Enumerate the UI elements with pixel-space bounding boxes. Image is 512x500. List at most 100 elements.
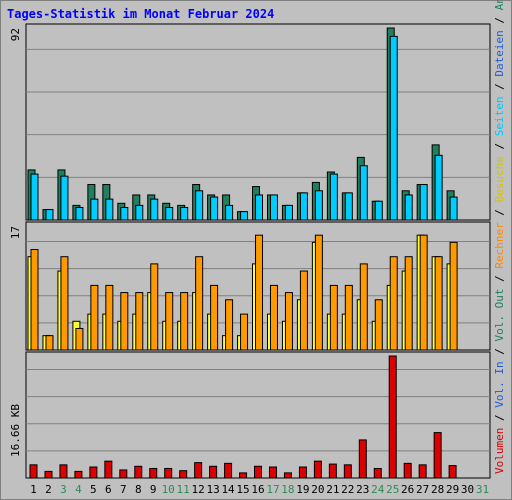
dateien-bar [105, 198, 114, 221]
dateien-bar [210, 196, 219, 221]
rechner-bar [299, 270, 308, 351]
side-legend: Volumen / Vol. In / Vol. Out / Rechner /… [493, 0, 506, 474]
rechner-bar [314, 234, 323, 351]
rechner-bar [434, 256, 443, 351]
volumen-bar [403, 462, 412, 479]
x-tick-label: 14 [221, 483, 235, 496]
x-tick-label: 6 [105, 483, 112, 496]
rechner-bar [90, 284, 99, 351]
rechner-bar [240, 313, 249, 351]
x-tick-label: 18 [281, 483, 294, 496]
dateien-bar [120, 206, 129, 221]
volumen-bar [239, 472, 248, 479]
side-legend-part: Vol. In [493, 361, 506, 407]
rechner-bar [329, 284, 338, 351]
x-tick-label: 22 [341, 483, 354, 496]
side-legend-part: Vol. Out [493, 289, 506, 342]
volumen-bar [209, 465, 218, 479]
x-tick-label: 11 [177, 483, 190, 496]
dateien-bar [30, 173, 39, 221]
x-tick-label: 29 [446, 483, 459, 496]
volumen-bar [373, 467, 382, 479]
x-tick-label: 3 [60, 483, 67, 496]
x-tick-label: 26 [401, 483, 414, 496]
side-legend-part: / [493, 342, 506, 362]
side-legend-part: / [493, 10, 506, 30]
rechner-bar [195, 256, 204, 351]
volumen-bar [164, 467, 173, 479]
dateien-bar [419, 184, 428, 221]
volumen-bar [74, 470, 83, 479]
volumen-bar [298, 466, 307, 479]
volumen-bar [104, 460, 113, 479]
volumen-bar [254, 465, 263, 479]
dateien-bar [60, 175, 69, 221]
volumen-bar [448, 465, 457, 479]
volumen-bar [119, 469, 128, 479]
x-tick-label: 23 [356, 483, 369, 496]
dateien-bar [449, 196, 458, 221]
x-tick-label: 19 [296, 483, 309, 496]
dateien-bar [284, 204, 293, 221]
dateien-bar [269, 194, 278, 221]
volumen-bar [179, 470, 188, 479]
rechner-bar [449, 241, 458, 351]
x-tick-label: 24 [371, 483, 385, 496]
dateien-bar [299, 192, 308, 221]
dateien-bar [404, 194, 413, 221]
x-tick-label: 16 [251, 483, 264, 496]
volumen-bar [313, 460, 322, 479]
y-max-label-2: 17 [9, 226, 22, 239]
y-max-label-3: 16.66 KB [9, 404, 22, 457]
volumen-bar [194, 462, 203, 479]
rechner-bar [105, 284, 114, 351]
volumen-bar [328, 463, 337, 479]
dateien-bar [329, 173, 338, 221]
rechner-bar [180, 292, 189, 351]
volumen-bar [224, 462, 233, 479]
rechner-bar [225, 299, 234, 351]
dateien-bar [389, 35, 398, 221]
side-legend-part: Rechner [493, 222, 506, 269]
x-tick-label: 17 [266, 483, 279, 496]
volumen-bar [59, 464, 68, 479]
rechner-bar [374, 299, 383, 351]
rechner-bar [120, 292, 129, 351]
rechner-bar [135, 292, 144, 351]
x-tick-label: 1 [30, 483, 37, 496]
rechner-bar [45, 335, 54, 351]
dateien-bar [240, 211, 249, 221]
dateien-bar [344, 192, 353, 221]
side-legend-part: / [493, 269, 506, 289]
dateien-bar [135, 204, 144, 221]
rechner-bar [75, 327, 84, 351]
side-legend-part: Volumen [493, 428, 506, 474]
x-tick-label: 7 [120, 483, 127, 496]
side-legend-part: / [493, 136, 506, 156]
rechner-bar [210, 284, 219, 351]
x-tick-label: 12 [192, 483, 205, 496]
plot-area-3 [25, 351, 491, 479]
side-legend-part: / [493, 202, 506, 222]
side-legend-part: / [493, 408, 506, 428]
x-tick-label: 25 [386, 483, 399, 496]
side-legend-part: Besuche [493, 156, 506, 202]
volumen-bar [358, 439, 367, 479]
rechner-bar [255, 234, 264, 351]
rechner-bar [60, 256, 69, 351]
dateien-bar [374, 200, 383, 221]
x-tick-label: 13 [206, 483, 219, 496]
rechner-bar [359, 263, 368, 351]
x-tick-label: 5 [90, 483, 97, 496]
volumen-bar [29, 464, 38, 479]
rechner-bar [344, 284, 353, 351]
rechner-bar [419, 234, 428, 351]
dateien-bar [195, 190, 204, 221]
x-tick-label: 21 [326, 483, 339, 496]
side-legend-part: Seiten [493, 96, 506, 136]
x-tick-label: 8 [135, 483, 142, 496]
dateien-bar [165, 206, 174, 221]
volumen-bar [89, 466, 98, 479]
x-tick-label: 2 [45, 483, 52, 496]
